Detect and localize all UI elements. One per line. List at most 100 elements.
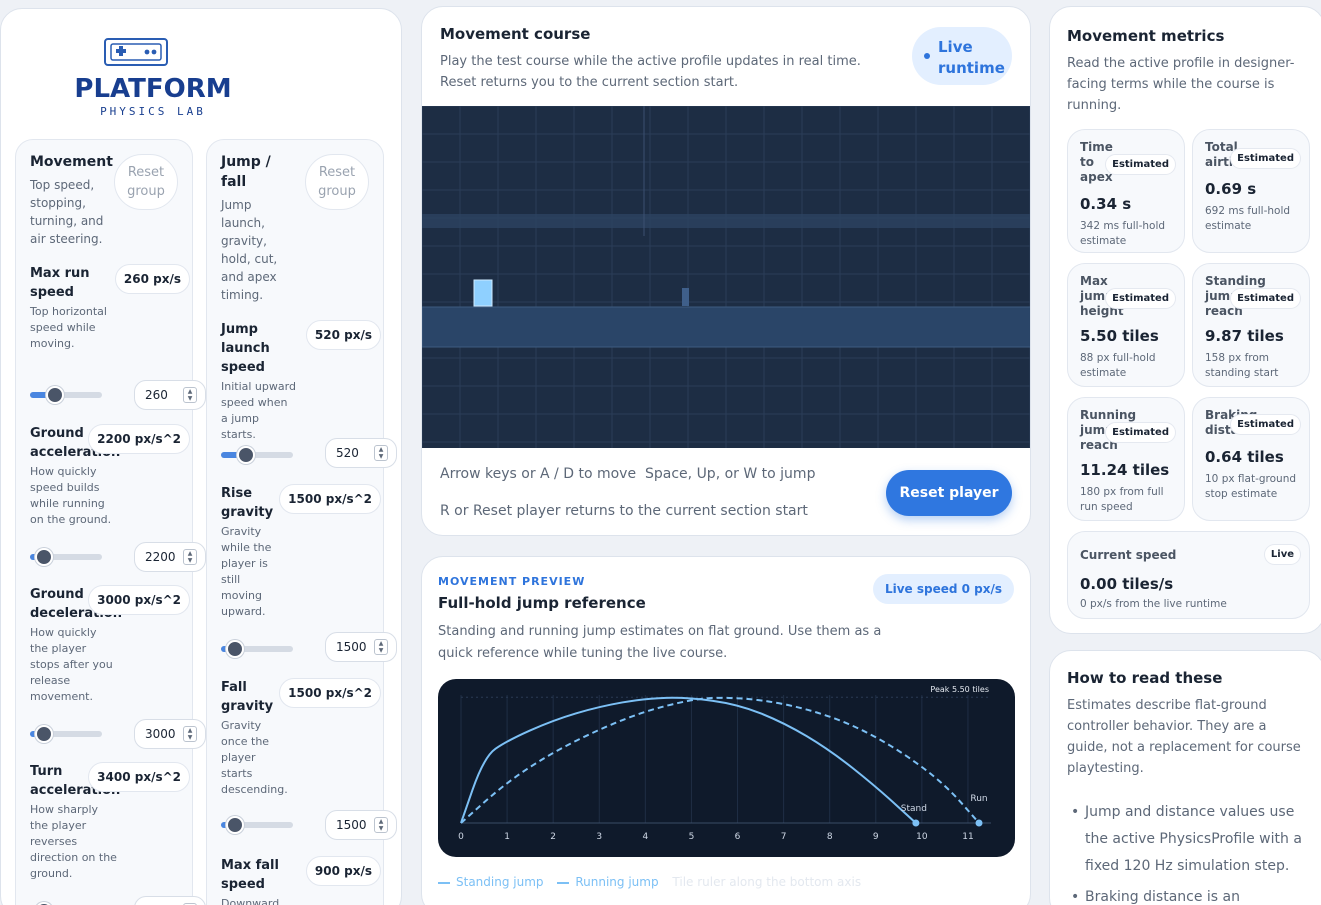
svg-text:PHYSICS LAB: PHYSICS LAB	[100, 105, 206, 118]
group-description: Top speed, stopping, turning, and air st…	[30, 178, 104, 246]
movement-group: Movement Reset group Top speed, stopping…	[15, 139, 206, 905]
metric-max-jump-height: Max jump height Estimated 5.50 tiles 88 …	[1067, 263, 1185, 387]
game-scene	[422, 105, 1030, 448]
chart-svg: 0 1 2 3 4 5 6 7 8 9 10 11 Peak 5.50 tiles Stand Run	[458, 685, 991, 842]
x-tick-label: 0	[458, 832, 464, 842]
slider[interactable]	[30, 386, 102, 404]
gamepad-icon: PLATFORM PHYSICS LAB	[74, 38, 232, 118]
control-hint-jump: Space, Up, or W to jump	[645, 466, 816, 482]
value-badge: 1500 px/s^2	[279, 484, 381, 514]
control-hint-reset: R or Reset player returns to the current…	[440, 503, 808, 519]
stepper-icon[interactable]: ▲▼	[374, 445, 388, 461]
preview-title: Full-hold jump reference	[438, 594, 646, 612]
param-ground-acceleration: Ground acceleration 2200 px/s^2 How quic…	[30, 424, 206, 572]
jump-arc-chart: 0 1 2 3 4 5 6 7 8 9 10 11 Peak 5.50 tiles Stand Run	[438, 679, 1015, 857]
number-input[interactable]: 1500 ▲ ▼	[325, 810, 397, 840]
slider[interactable]	[221, 446, 293, 464]
legend-solid-line-icon	[438, 881, 450, 884]
background-grid	[422, 105, 1030, 448]
slider[interactable]	[30, 725, 102, 743]
metric-running-jump-reach: Running jump reach Estimated 11.24 tiles…	[1067, 397, 1185, 521]
number-input[interactable]: 3400▲▼	[134, 896, 206, 905]
preview-description: Standing and running jump estimates on f…	[438, 624, 882, 661]
estimated-badge: Estimated	[1105, 154, 1176, 175]
howto-description: Estimates describe flat-ground controlle…	[1067, 698, 1301, 776]
number-input[interactable]: 260 ▲ ▼	[134, 380, 206, 410]
estimated-badge: Estimated	[1105, 422, 1176, 443]
movement-course-card: Movement course Play the test course whi…	[421, 6, 1031, 536]
value-badge: 900 px/s	[305, 856, 381, 886]
movement-metrics-card: Movement metrics Read the active profile…	[1049, 6, 1321, 634]
slider[interactable]	[221, 640, 293, 658]
number-input[interactable]: 2200 ▲ ▼	[134, 542, 206, 572]
estimated-badge: Estimated	[1230, 414, 1301, 435]
movement-preview-card: MOVEMENT PREVIEW Full-hold jump referenc…	[421, 556, 1031, 905]
app-logo: PLATFORM PHYSICS LAB	[49, 35, 254, 131]
upper-platform-band	[422, 214, 1030, 228]
obstacle-post	[682, 288, 689, 306]
metric-total-airtime: Total airtime Estimated 0.69 s 692 ms fu…	[1192, 129, 1310, 253]
stepper-icon[interactable]: ▲▼	[183, 549, 197, 565]
value-badge: 3000 px/s^2	[88, 585, 190, 615]
landing-point	[912, 819, 920, 827]
param-max-fall-speed: Max fall speed 900 px/s Downward	[221, 856, 381, 905]
group-description: Jump launch, gravity, hold, cut, and ape…	[221, 198, 278, 302]
metric-current-speed: Current speed Live 0.00 tiles/s 0 px/s f…	[1067, 531, 1310, 619]
reset-group-button[interactable]: Reset group	[114, 154, 178, 210]
reset-group-button[interactable]: Reset group	[305, 154, 369, 210]
x-tick-label: 5	[689, 832, 695, 842]
value-badge: 260 px/s	[114, 264, 190, 294]
estimated-badge: Estimated	[1230, 288, 1301, 309]
number-input[interactable]: 3000 ▲ ▼	[134, 719, 206, 749]
series-label: Run	[970, 794, 987, 804]
legend-standing: Standing jump	[456, 875, 544, 889]
peak-annotation: Peak 5.50 tiles	[930, 685, 989, 694]
howto-bullet: • Braking distance is an	[1071, 884, 1309, 905]
live-runtime-badge: Live runtime	[912, 27, 1012, 85]
slider[interactable]	[221, 816, 293, 834]
how-to-read-card: How to read these Estimates describe fla…	[1049, 650, 1321, 905]
status-dot-icon	[924, 53, 930, 59]
howto-title: How to read these	[1067, 669, 1223, 687]
stepper-icon[interactable]: ▲▼	[183, 726, 197, 742]
metrics-description: Read the active profile in designer-faci…	[1067, 56, 1295, 113]
x-tick-label: 8	[827, 832, 833, 842]
metrics-title: Movement metrics	[1067, 27, 1225, 45]
jump-group: Jump / fall Reset group Jump launch, gra…	[206, 139, 397, 905]
running-jump-line	[460, 696, 980, 824]
stepper-icon[interactable]: ▲▼	[374, 639, 388, 655]
course-description: Play the test course while the active pr…	[440, 54, 861, 90]
x-tick-label: 6	[735, 832, 741, 842]
slider[interactable]	[30, 548, 102, 566]
course-title: Movement course	[440, 25, 591, 43]
group-title: Jump / fall	[221, 154, 271, 190]
x-tick-label: 7	[781, 832, 787, 842]
stepper-icon[interactable]: ▲▼	[374, 817, 388, 833]
svg-text:PLATFORM: PLATFORM	[74, 74, 231, 104]
number-input[interactable]: 520 ▲ ▼	[325, 438, 397, 468]
value-badge: 520 px/s	[305, 320, 381, 350]
chart-legend: Standing jump Running jump Tile ruler al…	[438, 875, 861, 889]
game-canvas[interactable]	[422, 105, 1030, 448]
legend-running: Running jump	[575, 875, 659, 889]
controls-panel: PLATFORM PHYSICS LAB Movement Reset grou…	[0, 8, 402, 905]
bullet-icon: •	[1071, 889, 1080, 905]
param-turn-acceleration: Turn acceleration 3400 px/s^2 How sharpl…	[30, 762, 206, 905]
x-tick-label: 10	[916, 832, 928, 842]
x-tick-label: 11	[962, 832, 973, 842]
reset-player-button[interactable]: Reset player	[886, 470, 1012, 516]
value-badge: 1500 px/s^2	[279, 678, 381, 708]
param-ground-deceleration: Ground deceleration 3000 px/s^2 How quic…	[30, 585, 206, 749]
landing-point	[975, 819, 983, 827]
number-input[interactable]: 1500 ▲ ▼	[325, 632, 397, 662]
legend-ruler: Tile ruler along the bottom axis	[672, 875, 862, 889]
standing-jump-line	[460, 696, 917, 824]
param-max-run-speed: Max run speed 260 px/s Top horizontal sp…	[30, 264, 206, 410]
group-title: Movement	[30, 154, 113, 170]
estimated-badge: Estimated	[1230, 148, 1301, 169]
x-tick-label: 9	[873, 832, 879, 842]
series-label: Stand	[901, 804, 927, 814]
stepper-icon[interactable]: ▲▼	[183, 387, 197, 403]
preview-eyebrow: MOVEMENT PREVIEW	[438, 575, 586, 588]
value-badge: 3400 px/s^2	[88, 762, 190, 792]
